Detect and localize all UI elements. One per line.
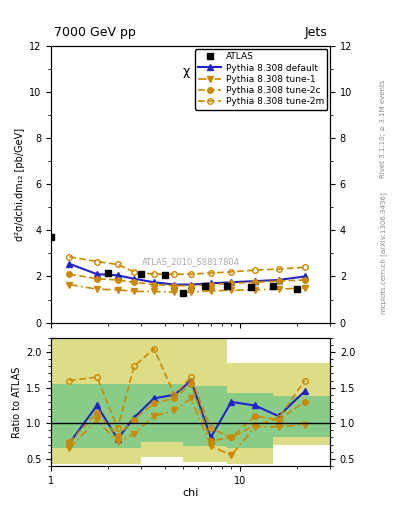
Pythia 8.308 tune-1 <box>132 288 136 294</box>
X-axis label: chi: chi <box>182 488 199 498</box>
Pythia 8.308 tune-2c <box>172 283 177 289</box>
Pythia 8.308 default <box>132 275 136 282</box>
Text: 7000 GeV pp: 7000 GeV pp <box>54 26 136 39</box>
Pythia 8.308 tune-2m <box>172 271 177 278</box>
Pythia 8.308 tune-2c <box>276 278 281 284</box>
Pythia 8.308 tune-2m <box>152 271 156 278</box>
Pythia 8.308 tune-2m <box>276 266 281 272</box>
Pythia 8.308 tune-1 <box>152 288 156 294</box>
Pythia 8.308 tune-2m <box>253 267 257 273</box>
Text: ATLAS_2010_S8817804: ATLAS_2010_S8817804 <box>141 257 240 266</box>
Pythia 8.308 tune-1 <box>229 287 234 293</box>
Pythia 8.308 tune-2m <box>115 262 120 268</box>
Pythia 8.308 default <box>115 272 120 279</box>
Pythia 8.308 tune-2c <box>95 275 99 282</box>
Pythia 8.308 default <box>253 278 257 284</box>
Pythia 8.308 tune-1 <box>95 286 99 292</box>
Pythia 8.308 default <box>276 277 281 283</box>
Text: mcplots.cern.ch [arXiv:1306.3436]: mcplots.cern.ch [arXiv:1306.3436] <box>380 193 387 314</box>
Pythia 8.308 tune-2m <box>229 269 234 275</box>
ATLAS <box>294 286 299 292</box>
Pythia 8.308 default <box>95 271 99 278</box>
Pythia 8.308 tune-2m <box>67 254 72 260</box>
Pythia 8.308 tune-1 <box>67 282 72 288</box>
ATLAS <box>181 290 185 296</box>
Pythia 8.308 tune-2m <box>302 264 307 270</box>
Pythia 8.308 default <box>67 261 72 267</box>
Pythia 8.308 tune-1 <box>208 288 213 294</box>
Text: χ (jets): χ (jets) <box>183 66 226 78</box>
Pythia 8.308 tune-2c <box>253 279 257 285</box>
Pythia 8.308 tune-2c <box>189 283 193 289</box>
ATLAS <box>202 283 207 289</box>
Line: Pythia 8.308 tune-2c: Pythia 8.308 tune-2c <box>67 271 307 288</box>
Pythia 8.308 tune-1 <box>115 287 120 293</box>
ATLAS <box>249 284 254 290</box>
ATLAS <box>224 283 229 289</box>
Pythia 8.308 tune-2m <box>208 270 213 276</box>
ATLAS <box>139 271 143 278</box>
Pythia 8.308 default <box>172 282 177 288</box>
Pythia 8.308 default <box>152 279 156 285</box>
Text: Jets: Jets <box>305 26 327 39</box>
Pythia 8.308 tune-2m <box>189 271 193 278</box>
ATLAS <box>271 283 275 289</box>
Pythia 8.308 tune-2c <box>229 281 234 287</box>
Text: Rivet 3.1.10; ≥ 3.1M events: Rivet 3.1.10; ≥ 3.1M events <box>380 80 386 178</box>
Line: Pythia 8.308 tune-2m: Pythia 8.308 tune-2m <box>67 254 307 277</box>
Line: ATLAS: ATLAS <box>48 234 300 296</box>
Pythia 8.308 tune-1 <box>172 289 177 295</box>
Line: Pythia 8.308 tune-1: Pythia 8.308 tune-1 <box>67 282 307 295</box>
Pythia 8.308 tune-2c <box>152 282 156 288</box>
Pythia 8.308 tune-2m <box>95 259 99 265</box>
Y-axis label: Ratio to ATLAS: Ratio to ATLAS <box>12 366 22 438</box>
Pythia 8.308 tune-2c <box>132 279 136 285</box>
Pythia 8.308 tune-1 <box>302 285 307 291</box>
ATLAS <box>106 270 110 276</box>
Pythia 8.308 default <box>189 282 193 288</box>
Line: Pythia 8.308 default: Pythia 8.308 default <box>67 261 307 287</box>
Pythia 8.308 tune-2c <box>115 277 120 283</box>
ATLAS <box>162 272 167 279</box>
Y-axis label: d²σ/dchi,dm₁₂ [pb/GeV]: d²σ/dchi,dm₁₂ [pb/GeV] <box>15 128 25 241</box>
Pythia 8.308 default <box>229 279 234 285</box>
Legend: ATLAS, Pythia 8.308 default, Pythia 8.308 tune-1, Pythia 8.308 tune-2c, Pythia 8: ATLAS, Pythia 8.308 default, Pythia 8.30… <box>195 49 327 110</box>
Pythia 8.308 default <box>208 281 213 287</box>
Pythia 8.308 tune-2c <box>302 277 307 283</box>
Pythia 8.308 tune-2c <box>67 271 72 278</box>
Pythia 8.308 tune-2m <box>132 269 136 275</box>
ATLAS <box>49 234 53 241</box>
Pythia 8.308 tune-1 <box>189 289 193 295</box>
Pythia 8.308 default <box>302 273 307 280</box>
Pythia 8.308 tune-1 <box>253 287 257 293</box>
Pythia 8.308 tune-2c <box>208 282 213 288</box>
Pythia 8.308 tune-1 <box>276 286 281 292</box>
